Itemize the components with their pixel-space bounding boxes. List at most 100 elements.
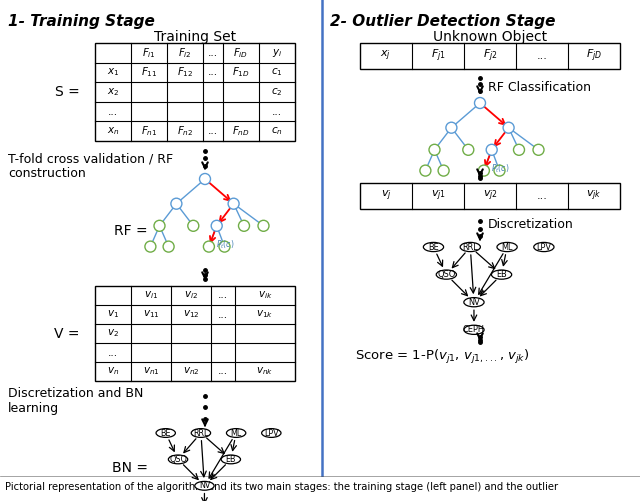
Circle shape bbox=[479, 165, 490, 176]
Text: NV: NV bbox=[468, 298, 480, 307]
Text: EB: EB bbox=[225, 455, 236, 464]
Text: ...: ... bbox=[272, 107, 282, 117]
Text: LPV: LPV bbox=[536, 242, 552, 252]
Text: $c_n$: $c_n$ bbox=[271, 125, 283, 137]
Circle shape bbox=[533, 144, 544, 155]
Text: $F_{j1}$: $F_{j1}$ bbox=[431, 48, 445, 64]
Text: $P_t(c)$: $P_t(c)$ bbox=[491, 163, 509, 175]
Text: $x_2$: $x_2$ bbox=[107, 86, 119, 98]
Text: RRL: RRL bbox=[463, 242, 478, 252]
Circle shape bbox=[200, 173, 211, 184]
Text: $v_1$: $v_1$ bbox=[107, 309, 119, 321]
Text: RRL: RRL bbox=[193, 428, 209, 437]
Text: 2- Outlier Detection Stage: 2- Outlier Detection Stage bbox=[330, 14, 556, 29]
Text: Discretization: Discretization bbox=[488, 217, 573, 230]
Circle shape bbox=[239, 220, 250, 231]
Ellipse shape bbox=[221, 455, 241, 464]
Ellipse shape bbox=[424, 242, 444, 252]
Circle shape bbox=[211, 220, 222, 231]
Circle shape bbox=[429, 144, 440, 155]
Ellipse shape bbox=[464, 325, 484, 334]
Text: Discretization and BN
learning: Discretization and BN learning bbox=[8, 387, 143, 415]
Text: S =: S = bbox=[55, 85, 80, 99]
Text: $x_j$: $x_j$ bbox=[381, 49, 392, 63]
Text: $F_{jD}$: $F_{jD}$ bbox=[586, 48, 602, 64]
Ellipse shape bbox=[497, 242, 517, 252]
Ellipse shape bbox=[227, 428, 246, 437]
Text: T-fold cross validation / RF
construction: T-fold cross validation / RF constructio… bbox=[8, 152, 173, 180]
Text: $v_{i1}$: $v_{i1}$ bbox=[144, 290, 158, 302]
Text: $y_i$: $y_i$ bbox=[272, 47, 282, 59]
Text: $c_1$: $c_1$ bbox=[271, 67, 283, 78]
Text: $x_1$: $x_1$ bbox=[107, 67, 119, 78]
Text: Unknown Object: Unknown Object bbox=[433, 30, 547, 44]
Text: $v_{nk}$: $v_{nk}$ bbox=[257, 366, 273, 377]
Ellipse shape bbox=[191, 428, 211, 437]
Text: $v_{11}$: $v_{11}$ bbox=[143, 309, 159, 321]
Text: BE: BE bbox=[428, 242, 439, 252]
Ellipse shape bbox=[492, 270, 512, 279]
Circle shape bbox=[438, 165, 449, 176]
Text: 1- Training Stage: 1- Training Stage bbox=[8, 14, 155, 29]
Circle shape bbox=[171, 198, 182, 209]
Text: $c_2$: $c_2$ bbox=[271, 86, 283, 98]
Text: $F_{nD}$: $F_{nD}$ bbox=[232, 124, 250, 138]
Text: LPV: LPV bbox=[264, 428, 278, 437]
Text: ...: ... bbox=[108, 348, 118, 358]
Ellipse shape bbox=[436, 270, 456, 279]
Text: $x_n$: $x_n$ bbox=[107, 125, 119, 137]
Text: ...: ... bbox=[218, 367, 228, 376]
Text: $v_{12}$: $v_{12}$ bbox=[182, 309, 199, 321]
Text: EB: EB bbox=[496, 270, 507, 279]
Text: $F_{i1}$: $F_{i1}$ bbox=[142, 46, 156, 60]
Text: $F_{n1}$: $F_{n1}$ bbox=[141, 124, 157, 138]
Text: RF =: RF = bbox=[115, 224, 148, 238]
Text: ...: ... bbox=[218, 310, 228, 320]
Bar bbox=[95, 43, 295, 141]
Circle shape bbox=[463, 144, 474, 155]
Text: $F_{12}$: $F_{12}$ bbox=[177, 66, 193, 79]
Text: $v_{n1}$: $v_{n1}$ bbox=[143, 366, 159, 377]
Text: ...: ... bbox=[536, 51, 547, 61]
Text: $F_{i2}$: $F_{i2}$ bbox=[178, 46, 192, 60]
Text: CEPH: CEPH bbox=[463, 325, 485, 334]
Text: $v_j$: $v_j$ bbox=[381, 189, 392, 203]
Text: ML: ML bbox=[230, 428, 242, 437]
Text: QSO: QSO bbox=[169, 455, 187, 464]
Circle shape bbox=[228, 198, 239, 209]
Text: BE: BE bbox=[161, 428, 171, 437]
Text: $F_{n2}$: $F_{n2}$ bbox=[177, 124, 193, 138]
Circle shape bbox=[494, 165, 505, 176]
Ellipse shape bbox=[195, 481, 214, 490]
Circle shape bbox=[219, 241, 230, 252]
Text: ML: ML bbox=[501, 242, 513, 252]
Text: $v_2$: $v_2$ bbox=[107, 328, 119, 339]
Text: Training Set: Training Set bbox=[154, 30, 236, 44]
Circle shape bbox=[204, 241, 214, 252]
Circle shape bbox=[486, 144, 497, 155]
Text: BN =: BN = bbox=[112, 461, 148, 475]
Text: $F_{11}$: $F_{11}$ bbox=[141, 66, 157, 79]
Circle shape bbox=[420, 165, 431, 176]
Text: $v_{1k}$: $v_{1k}$ bbox=[257, 309, 273, 321]
Circle shape bbox=[503, 122, 514, 133]
Circle shape bbox=[258, 220, 269, 231]
Circle shape bbox=[446, 122, 457, 133]
Circle shape bbox=[474, 98, 486, 109]
Text: $F_{iD}$: $F_{iD}$ bbox=[234, 46, 248, 60]
Bar bbox=[95, 286, 295, 381]
Text: Pictorial representation of the algorithm and its two main stages: the training : Pictorial representation of the algorith… bbox=[5, 482, 558, 492]
Text: Score = 1-P($v_{j1}$, $v_{j1,...}$, $v_{jk}$): Score = 1-P($v_{j1}$, $v_{j1,...}$, $v_{… bbox=[355, 348, 530, 366]
Text: $v_{ik}$: $v_{ik}$ bbox=[258, 290, 272, 302]
Circle shape bbox=[154, 220, 165, 231]
Circle shape bbox=[513, 144, 525, 155]
Text: RF Classification: RF Classification bbox=[488, 81, 591, 94]
Text: $v_{jk}$: $v_{jk}$ bbox=[586, 189, 602, 203]
Text: ...: ... bbox=[208, 126, 218, 136]
Bar bbox=[360, 183, 620, 209]
Text: NV: NV bbox=[199, 481, 210, 490]
Ellipse shape bbox=[168, 455, 188, 464]
Text: ...: ... bbox=[536, 191, 547, 201]
Text: $F_{1D}$: $F_{1D}$ bbox=[232, 66, 250, 79]
Text: V =: V = bbox=[54, 327, 80, 341]
